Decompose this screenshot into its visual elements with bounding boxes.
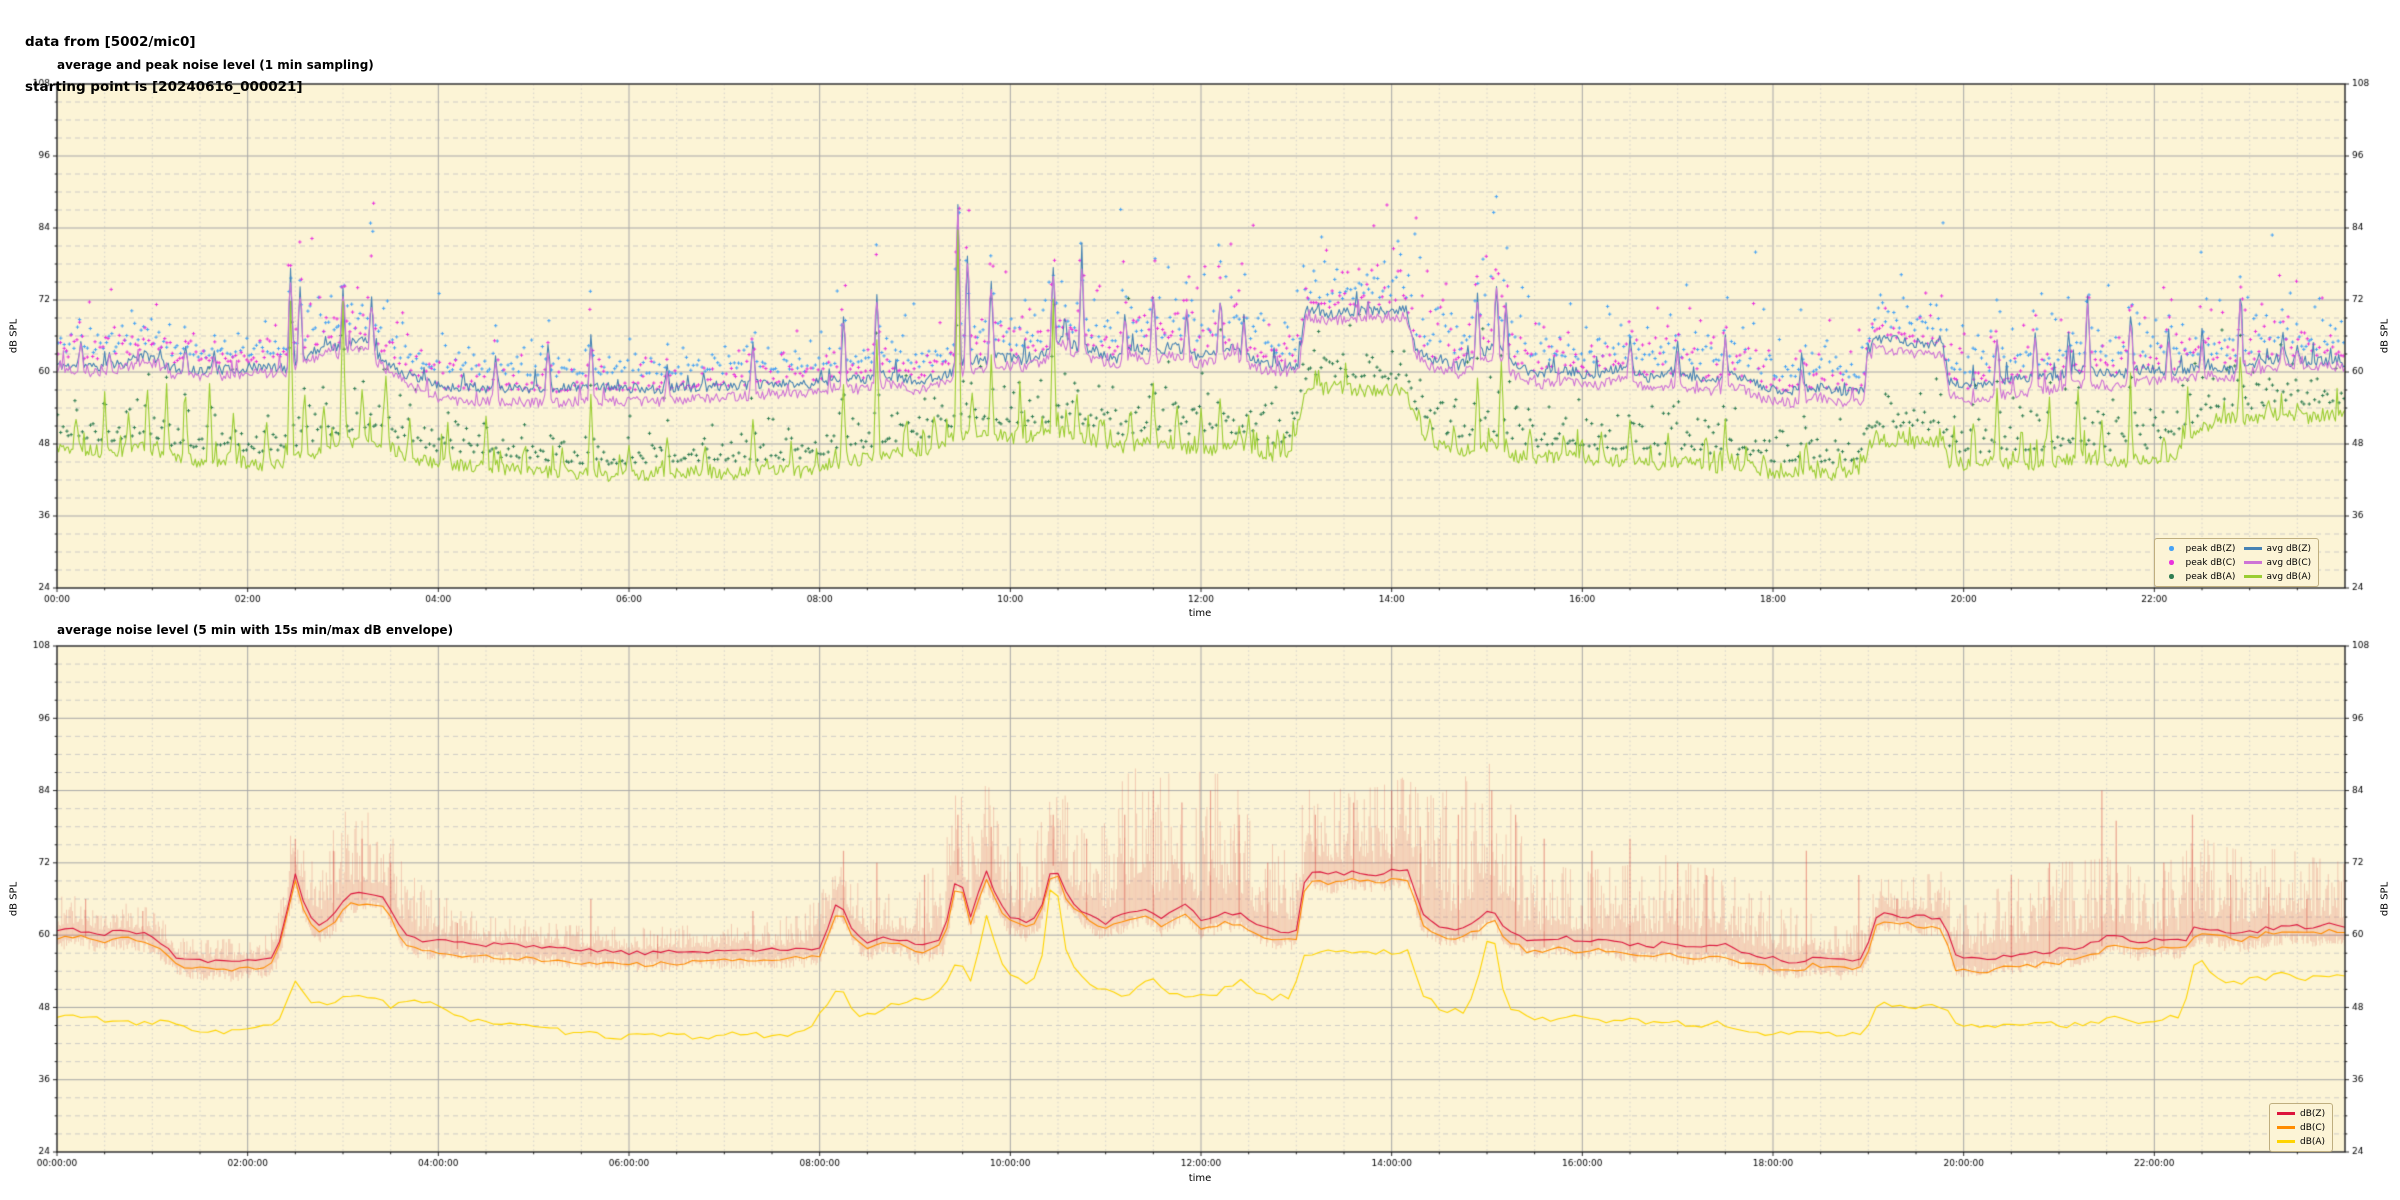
header-line-2: starting point is [20240616_000021] bbox=[25, 79, 303, 95]
top-chart-ylabel-left: dB SPL bbox=[8, 318, 20, 354]
avg-dbz-line-swatch bbox=[2243, 547, 2262, 550]
legend-item-peak-dbz: peak dB(Z) bbox=[2162, 542, 2236, 555]
legend-label-dbz: dB(Z) bbox=[2300, 1108, 2326, 1119]
bottom-chart-ylabel-right: dB SPL bbox=[2379, 881, 2391, 917]
bottom-chart-ylabel-left: dB SPL bbox=[8, 881, 20, 917]
legend-label-peak-dbc: peak dB(C) bbox=[2185, 557, 2236, 568]
legend-label-avg-dbc: avg dB(C) bbox=[2266, 557, 2312, 568]
legend-item-avg-dbz: avg dB(Z) bbox=[2243, 542, 2312, 555]
legend-column-bottom: dB(Z) dB(C) dB(A) bbox=[2277, 1107, 2325, 1148]
dba-line-swatch bbox=[2277, 1140, 2295, 1143]
avg-dbc-line-swatch bbox=[2243, 561, 2262, 564]
top-chart-xlabel: time bbox=[1188, 608, 1212, 619]
peak-dbz-dot-marker bbox=[2169, 546, 2174, 551]
bottom-chart-legend: dB(Z) dB(C) dB(A) bbox=[2269, 1103, 2334, 1152]
peak-dbc-dot-marker bbox=[2169, 560, 2174, 565]
dbc-line-swatch bbox=[2277, 1126, 2295, 1129]
bottom-chart-xlabel: time bbox=[1188, 1173, 1212, 1184]
top-chart-title: average and peak noise level (1 min samp… bbox=[57, 58, 374, 72]
top-chart-legend: peak dB(Z) peak dB(C) peak dB(A) avg dB(… bbox=[2154, 538, 2320, 587]
legend-item-dba: dB(A) bbox=[2277, 1135, 2325, 1148]
legend-label-avg-dba: avg dB(A) bbox=[2266, 571, 2312, 582]
header: data from [5002/mic0] starting point is … bbox=[25, 5, 303, 110]
legend-label-avg-dbz: avg dB(Z) bbox=[2266, 543, 2312, 554]
legend-label-peak-dba: peak dB(A) bbox=[2185, 571, 2236, 582]
legend-item-avg-dba: avg dB(A) bbox=[2243, 570, 2312, 583]
legend-item-dbc: dB(C) bbox=[2277, 1121, 2325, 1134]
avg-dba-line-swatch bbox=[2243, 575, 2262, 578]
legend-item-peak-dbc: peak dB(C) bbox=[2162, 556, 2236, 569]
legend-column-avg: avg dB(Z) avg dB(C) avg dB(A) bbox=[2243, 542, 2312, 583]
legend-label-dba: dB(A) bbox=[2300, 1136, 2326, 1147]
peak-dba-dot-marker bbox=[2169, 574, 2174, 579]
legend-item-dbz: dB(Z) bbox=[2277, 1107, 2325, 1120]
top-chart-ylabel-right: dB SPL bbox=[2379, 318, 2391, 354]
legend-label-peak-dbz: peak dB(Z) bbox=[2185, 543, 2236, 554]
dbz-line-swatch bbox=[2277, 1112, 2295, 1115]
legend-item-avg-dbc: avg dB(C) bbox=[2243, 556, 2312, 569]
legend-column-peak: peak dB(Z) peak dB(C) peak dB(A) bbox=[2162, 542, 2236, 583]
bottom-chart-title: average noise level (5 min with 15s min/… bbox=[57, 623, 454, 637]
header-line-1: data from [5002/mic0] bbox=[25, 34, 196, 50]
legend-label-dbc: dB(C) bbox=[2300, 1122, 2326, 1133]
legend-item-peak-dba: peak dB(A) bbox=[2162, 570, 2236, 583]
